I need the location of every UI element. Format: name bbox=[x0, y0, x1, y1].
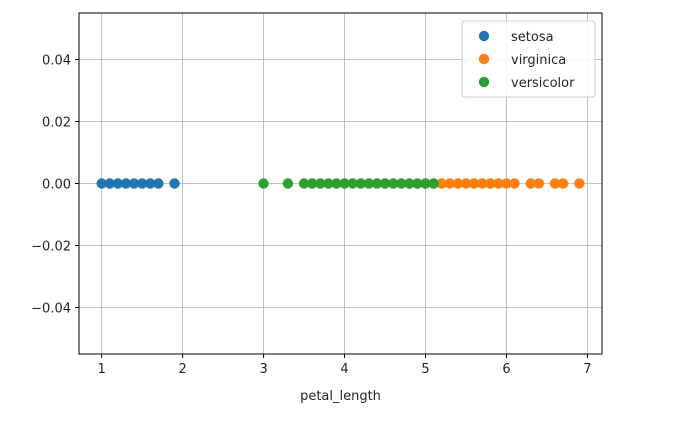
legend-marker bbox=[478, 53, 490, 65]
data-point-versicolor bbox=[387, 178, 399, 189]
data-point-versicolor bbox=[355, 178, 366, 189]
data-point-versicolor bbox=[379, 178, 391, 189]
data-point-setosa bbox=[145, 178, 156, 189]
data-point-versicolor bbox=[347, 178, 358, 189]
data-point-versicolor bbox=[371, 178, 383, 189]
data-point-virginica bbox=[485, 178, 496, 189]
data-point-virginica bbox=[549, 178, 561, 189]
data-point-versicolor bbox=[315, 178, 326, 189]
data-point-virginica bbox=[525, 178, 536, 189]
data-points bbox=[96, 178, 585, 189]
data-point-versicolor bbox=[306, 178, 318, 189]
legend-marker bbox=[478, 30, 490, 42]
y-tick-label: 0.00 bbox=[42, 178, 71, 193]
x-tick-label: 1 bbox=[98, 362, 106, 377]
legend-box bbox=[461, 20, 596, 98]
data-point-setosa bbox=[128, 178, 140, 189]
data-point-setosa bbox=[96, 178, 107, 189]
data-point-versicolor bbox=[363, 178, 375, 189]
x-tick-label: 4 bbox=[340, 362, 348, 377]
data-point-versicolor bbox=[396, 178, 407, 189]
data-point-versicolor bbox=[412, 178, 423, 189]
legend: setosa virginica versicolor bbox=[461, 20, 596, 98]
y-tick-label: −0.04 bbox=[31, 302, 71, 317]
data-point-setosa bbox=[169, 178, 180, 189]
x-tick-label: 7 bbox=[583, 362, 591, 377]
data-point-virginica bbox=[509, 178, 520, 189]
data-point-setosa bbox=[104, 178, 115, 189]
data-point-virginica bbox=[444, 178, 455, 189]
x-axis-ticks: 1 2 3 4 5 6 7 bbox=[98, 354, 592, 377]
data-point-setosa bbox=[112, 178, 124, 189]
data-point-setosa bbox=[136, 178, 148, 189]
y-tick-label: −0.02 bbox=[31, 240, 71, 255]
legend-label: virginica bbox=[511, 53, 566, 68]
legend-label: setosa bbox=[511, 30, 554, 45]
data-point-versicolor bbox=[404, 178, 415, 189]
y-axis-ticks: 0.04 0.02 0.00 −0.02 −0.04 bbox=[31, 54, 79, 317]
x-tick-label: 6 bbox=[502, 362, 510, 377]
data-point-versicolor bbox=[339, 178, 350, 189]
x-axis-label: petal_length bbox=[300, 389, 381, 404]
data-point-virginica bbox=[501, 178, 512, 189]
data-point-setosa bbox=[153, 178, 164, 189]
data-point-setosa bbox=[120, 178, 132, 189]
data-point-virginica bbox=[436, 178, 447, 189]
data-point-versicolor bbox=[298, 178, 310, 189]
data-point-virginica bbox=[468, 178, 480, 189]
y-tick-label: 0.02 bbox=[42, 116, 71, 131]
data-point-virginica bbox=[476, 178, 488, 189]
data-point-virginica bbox=[493, 178, 504, 189]
legend-marker bbox=[478, 76, 490, 88]
data-point-versicolor bbox=[428, 178, 439, 189]
data-point-virginica bbox=[557, 178, 569, 189]
data-point-versicolor bbox=[331, 178, 342, 189]
data-point-virginica bbox=[574, 178, 585, 189]
data-point-virginica bbox=[452, 178, 464, 189]
legend-label: versicolor bbox=[511, 76, 575, 91]
data-point-versicolor bbox=[323, 178, 334, 189]
data-point-virginica bbox=[460, 178, 472, 189]
data-point-versicolor bbox=[420, 178, 431, 189]
x-tick-label: 5 bbox=[421, 362, 429, 377]
data-point-versicolor bbox=[282, 178, 294, 189]
data-point-virginica bbox=[533, 178, 545, 189]
data-point-versicolor bbox=[258, 178, 269, 189]
y-tick-label: 0.04 bbox=[42, 54, 71, 69]
x-tick-label: 2 bbox=[178, 362, 186, 377]
x-tick-label: 3 bbox=[259, 362, 267, 377]
